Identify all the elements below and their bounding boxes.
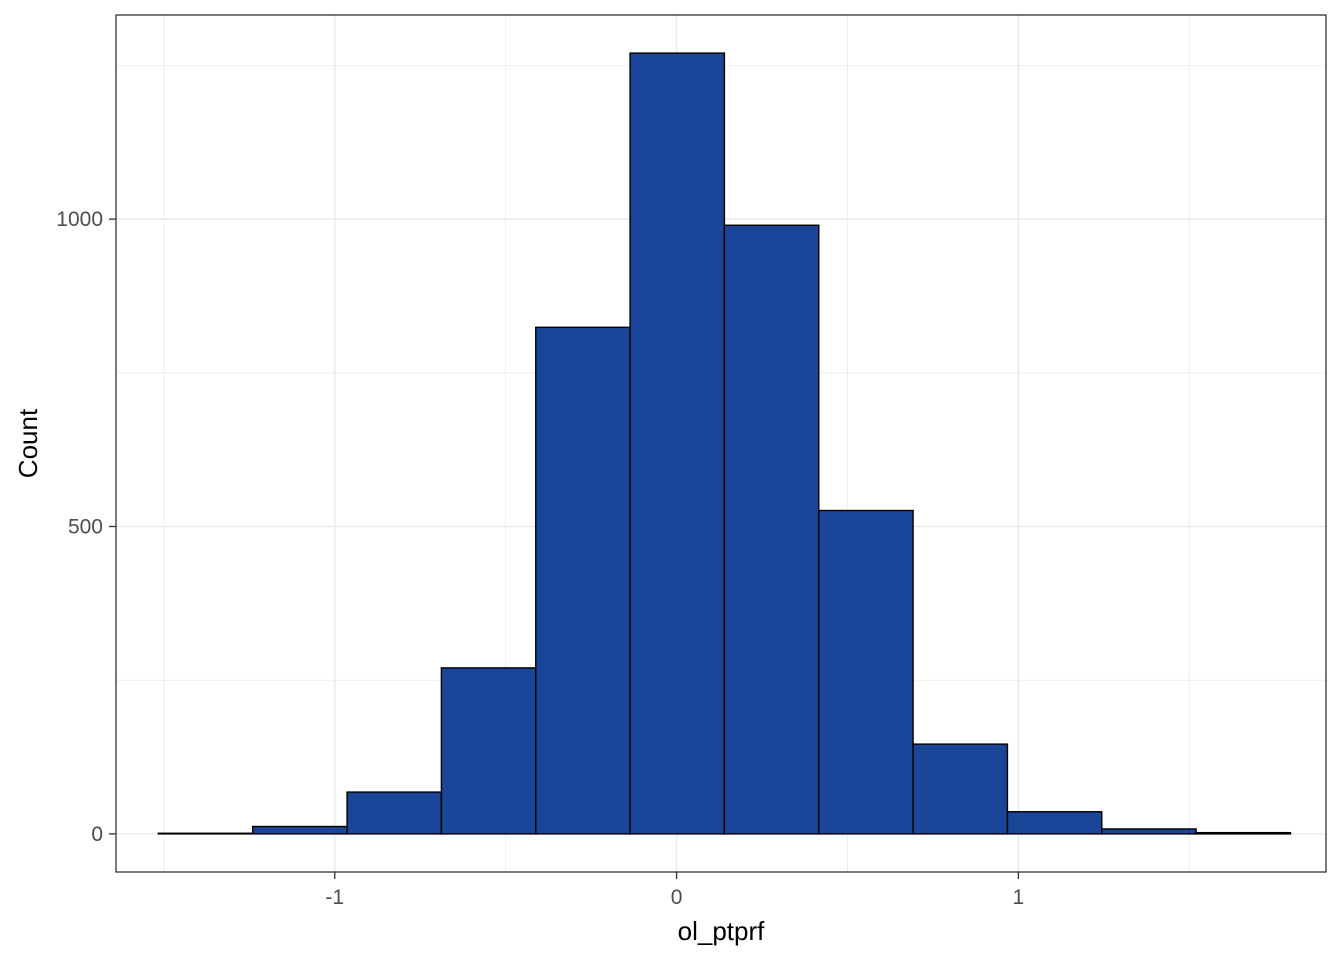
histogram-bar (912, 743, 1009, 835)
y-tick-label: 500 (68, 515, 103, 538)
x-tick-label: 1 (1013, 886, 1025, 909)
y-axis: 0 500 1000 (56, 208, 116, 846)
histogram-bar (440, 667, 537, 835)
bar-layer (157, 52, 1292, 835)
histogram-bar (1006, 811, 1103, 835)
histogram-bar (346, 791, 443, 835)
histogram-bar (157, 832, 254, 835)
y-axis-title: Count (13, 408, 43, 478)
histogram-bar (629, 52, 726, 835)
histogram-bar (535, 326, 631, 835)
panel-border (115, 14, 1327, 873)
y-tick-label: 0 (91, 823, 103, 846)
y-tick-label: 1000 (56, 208, 103, 231)
x-axis-title: ol_ptprf (678, 916, 765, 946)
x-tick-label: 0 (671, 886, 683, 909)
x-axis: -1 0 1 (325, 872, 1024, 909)
histogram-bar (1195, 831, 1292, 835)
histogram-bar (252, 825, 348, 835)
histogram-bar (1101, 828, 1197, 835)
histogram-bar (818, 509, 914, 835)
x-tick-label: -1 (325, 886, 344, 909)
histogram-bar (723, 224, 820, 835)
